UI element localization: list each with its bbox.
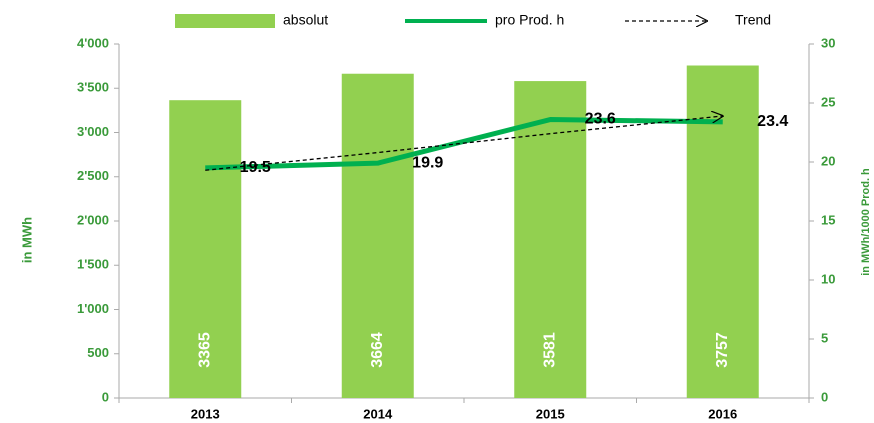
y2-tick-label: 30 xyxy=(821,35,835,50)
legend-swatch xyxy=(175,14,275,28)
y-axis-title: in MWh xyxy=(19,217,34,263)
y2-tick-label: 25 xyxy=(821,94,835,109)
y2-tick-label: 15 xyxy=(821,212,835,227)
line-value-label: 19.5 xyxy=(240,159,271,176)
legend-label: Trend xyxy=(735,12,771,28)
y-tick-label: 2'500 xyxy=(77,168,109,183)
legend-label: absolut xyxy=(283,12,328,28)
bar xyxy=(169,100,242,398)
y2-tick-label: 0 xyxy=(821,389,828,404)
y-tick-label: 0 xyxy=(102,389,109,404)
bar-value-label: 3581 xyxy=(541,332,558,368)
y-tick-label: 1'500 xyxy=(77,257,109,272)
bar-value-label: 3757 xyxy=(714,332,731,368)
y2-tick-label: 5 xyxy=(821,330,828,345)
y-tick-label: 1'000 xyxy=(77,301,109,316)
trend-line xyxy=(205,116,723,171)
y-tick-label: 3'500 xyxy=(77,80,109,95)
y-tick-label: 500 xyxy=(87,345,109,360)
bar xyxy=(341,73,414,399)
x-tick-label: 2016 xyxy=(708,406,737,421)
y2-tick-label: 10 xyxy=(821,271,835,286)
line-value-label: 23.6 xyxy=(585,111,616,128)
legend-label: pro Prod. h xyxy=(495,12,564,28)
y2-tick-label: 20 xyxy=(821,153,835,168)
y-tick-label: 2'000 xyxy=(77,212,109,227)
x-tick-label: 2015 xyxy=(536,406,565,421)
y2-axis-title: in MWh/1000 Prod. h xyxy=(860,168,872,276)
line-value-label: 19.9 xyxy=(412,154,443,171)
y-tick-label: 3'000 xyxy=(77,124,109,139)
x-tick-label: 2013 xyxy=(191,406,220,421)
y-tick-label: 4'000 xyxy=(77,35,109,50)
line xyxy=(205,117,723,171)
x-tick-label: 2014 xyxy=(363,406,393,421)
bar-value-label: 3664 xyxy=(369,332,386,368)
bar-value-label: 3365 xyxy=(196,332,213,368)
line-value-label: 23.4 xyxy=(757,113,788,130)
